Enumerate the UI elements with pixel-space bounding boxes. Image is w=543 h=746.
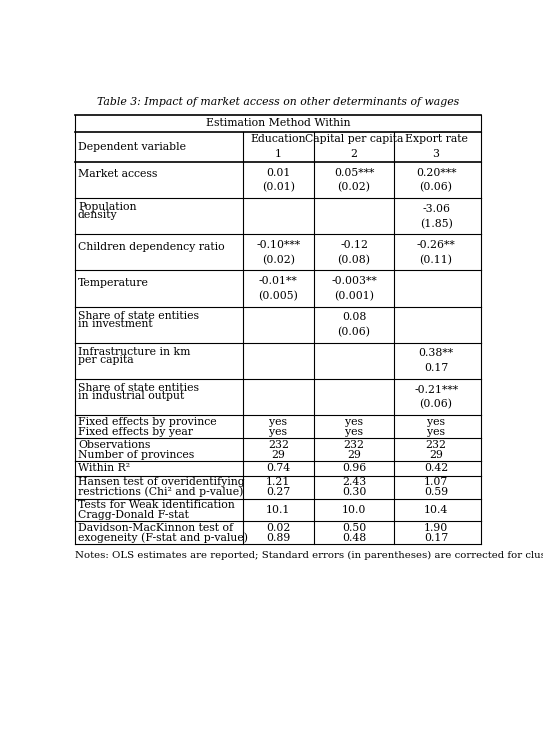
Text: exogeneity (F-stat and p-value): exogeneity (F-stat and p-value) bbox=[78, 533, 248, 543]
Text: Temperature: Temperature bbox=[78, 278, 149, 288]
Text: yes: yes bbox=[269, 427, 287, 437]
Text: (0.001): (0.001) bbox=[334, 291, 374, 301]
Text: 0.74: 0.74 bbox=[266, 463, 291, 474]
Text: 1: 1 bbox=[275, 149, 282, 160]
Text: 1.07: 1.07 bbox=[424, 477, 448, 487]
Text: 0.38**: 0.38** bbox=[419, 348, 453, 359]
Text: Tests for Weak identification: Tests for Weak identification bbox=[78, 500, 235, 510]
Text: 3: 3 bbox=[433, 149, 440, 160]
Text: 0.20***: 0.20*** bbox=[416, 168, 456, 178]
Text: 232: 232 bbox=[344, 439, 364, 450]
Text: Share of state entities: Share of state entities bbox=[78, 383, 199, 393]
Text: (0.02): (0.02) bbox=[262, 254, 295, 265]
Text: yes: yes bbox=[427, 427, 445, 437]
Text: 0.96: 0.96 bbox=[342, 463, 366, 474]
Text: (0.01): (0.01) bbox=[262, 182, 295, 192]
Text: Within R²: Within R² bbox=[78, 463, 130, 474]
Text: 10.4: 10.4 bbox=[424, 505, 448, 515]
Text: 10.0: 10.0 bbox=[342, 505, 366, 515]
Text: Notes: OLS estimates are reported; Standard errors (in parentheses) are correcte: Notes: OLS estimates are reported; Stand… bbox=[75, 551, 543, 560]
Text: Estimation Method Within: Estimation Method Within bbox=[206, 119, 351, 128]
Text: (0.06): (0.06) bbox=[338, 327, 370, 337]
Text: Share of state entities: Share of state entities bbox=[78, 310, 199, 321]
Text: 1.90: 1.90 bbox=[424, 523, 448, 533]
Text: Table 3: Impact of market access on other determinants of wages: Table 3: Impact of market access on othe… bbox=[97, 97, 459, 107]
Text: 0.17: 0.17 bbox=[424, 363, 448, 374]
Text: Export rate: Export rate bbox=[405, 134, 468, 145]
Text: Hansen test of overidentifying: Hansen test of overidentifying bbox=[78, 477, 244, 487]
Text: 0.27: 0.27 bbox=[266, 487, 291, 497]
Text: 0.89: 0.89 bbox=[266, 533, 291, 543]
Text: 0.50: 0.50 bbox=[342, 523, 366, 533]
Text: 0.30: 0.30 bbox=[342, 487, 366, 497]
Text: 0.48: 0.48 bbox=[342, 533, 366, 543]
Text: in industrial output: in industrial output bbox=[78, 391, 184, 401]
Text: (0.005): (0.005) bbox=[258, 291, 298, 301]
Text: 0.05***: 0.05*** bbox=[334, 168, 374, 178]
Text: Population: Population bbox=[78, 202, 136, 212]
Text: (0.02): (0.02) bbox=[338, 182, 370, 192]
Text: -0.12: -0.12 bbox=[340, 240, 368, 250]
Text: yes: yes bbox=[345, 427, 363, 437]
Text: -0.01**: -0.01** bbox=[259, 276, 298, 286]
Text: 232: 232 bbox=[268, 439, 289, 450]
Text: -3.06: -3.06 bbox=[422, 204, 450, 213]
Text: Infrastructure in km: Infrastructure in km bbox=[78, 347, 191, 357]
Text: Children dependency ratio: Children dependency ratio bbox=[78, 242, 225, 251]
Text: yes: yes bbox=[427, 416, 445, 427]
Text: 29: 29 bbox=[429, 450, 443, 460]
Text: (0.08): (0.08) bbox=[338, 254, 370, 265]
Text: density: density bbox=[78, 210, 118, 220]
Text: yes: yes bbox=[345, 416, 363, 427]
Text: 0.42: 0.42 bbox=[424, 463, 448, 474]
Text: 0.01: 0.01 bbox=[266, 168, 291, 178]
Text: Market access: Market access bbox=[78, 169, 157, 179]
Text: per capita: per capita bbox=[78, 355, 134, 365]
Text: 2: 2 bbox=[351, 149, 357, 160]
Text: Capital per capita: Capital per capita bbox=[305, 134, 403, 145]
Text: -0.10***: -0.10*** bbox=[256, 240, 300, 250]
Text: 0.02: 0.02 bbox=[266, 523, 291, 533]
Text: -0.26**: -0.26** bbox=[416, 240, 456, 250]
Text: Observations: Observations bbox=[78, 439, 150, 450]
Text: (0.11): (0.11) bbox=[420, 254, 453, 265]
Text: 1.21: 1.21 bbox=[266, 477, 291, 487]
Text: in investment: in investment bbox=[78, 319, 153, 328]
Text: 232: 232 bbox=[426, 439, 446, 450]
Text: (0.06): (0.06) bbox=[420, 399, 453, 410]
Text: 29: 29 bbox=[272, 450, 285, 460]
Text: Number of provinces: Number of provinces bbox=[78, 450, 194, 460]
Text: 29: 29 bbox=[347, 450, 361, 460]
Text: 0.17: 0.17 bbox=[424, 533, 448, 543]
Text: 0.08: 0.08 bbox=[342, 313, 366, 322]
Text: Education: Education bbox=[250, 134, 306, 145]
Text: Fixed effects by province: Fixed effects by province bbox=[78, 416, 217, 427]
Text: -0.003**: -0.003** bbox=[331, 276, 377, 286]
Text: Cragg-Donald F-stat: Cragg-Donald F-stat bbox=[78, 510, 189, 520]
Text: Fixed effects by year: Fixed effects by year bbox=[78, 427, 193, 437]
Text: restrictions (Chi² and p-value): restrictions (Chi² and p-value) bbox=[78, 487, 243, 498]
Text: Davidson-MacKinnon test of: Davidson-MacKinnon test of bbox=[78, 523, 233, 533]
Text: (0.06): (0.06) bbox=[420, 182, 453, 192]
Text: 0.59: 0.59 bbox=[424, 487, 448, 497]
Text: -0.21***: -0.21*** bbox=[414, 385, 458, 395]
Text: 10.1: 10.1 bbox=[266, 505, 291, 515]
Text: Dependent variable: Dependent variable bbox=[78, 142, 186, 152]
Text: 2.43: 2.43 bbox=[342, 477, 366, 487]
Text: (1.85): (1.85) bbox=[420, 219, 452, 229]
Text: yes: yes bbox=[269, 416, 287, 427]
